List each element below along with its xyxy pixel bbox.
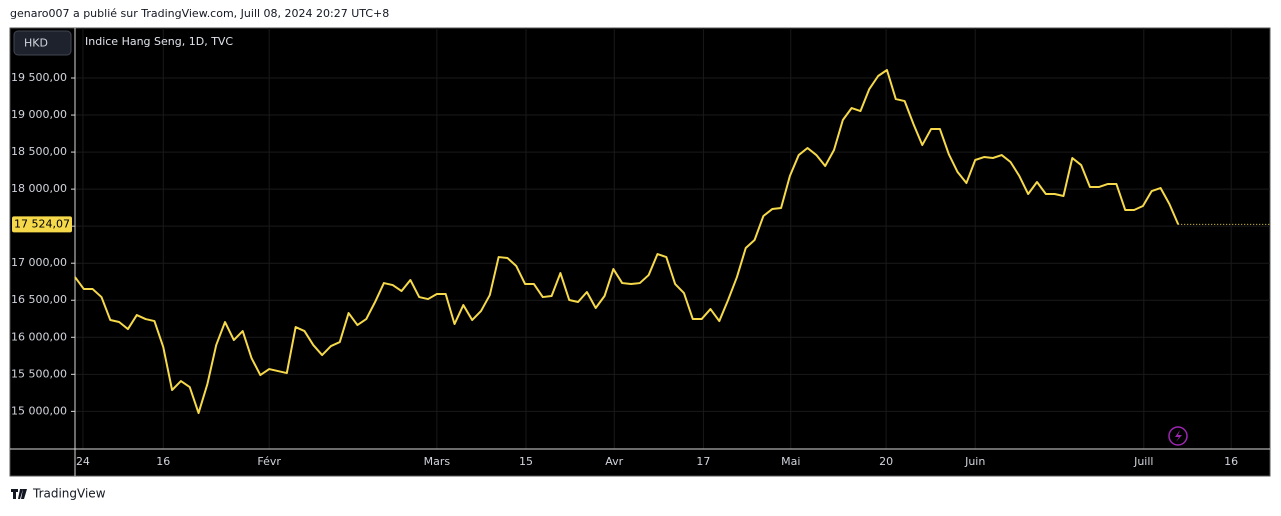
price-tag: 17 524,07 [14,217,70,230]
publish-header: genaro007 a publié sur TradingView.com, … [10,7,389,20]
currency: HKD [24,37,48,50]
x-tick-label: 20 [879,455,893,468]
alert-icon[interactable] [1168,426,1188,446]
y-tick-label: 16 500,00 [11,293,67,306]
price-line [74,69,1180,415]
chart-frame [9,27,1271,477]
y-tick-label: 16 000,00 [11,330,67,343]
x-tick-label: Juill [1133,455,1153,468]
x-tick-label: Juin [964,455,985,468]
chart-title: Indice Hang Seng, 1D, TVC [85,35,233,48]
y-tick-label: 18 000,00 [11,182,67,195]
x-tick-label: 15 [519,455,533,468]
brand: TradingView [32,487,106,501]
y-tick-label: 15 000,00 [11,404,67,417]
currency-button[interactable] [13,30,72,56]
x-tick-label: Avr [605,455,623,468]
x-tick-label: Mai [781,455,800,468]
x-tick-label: Mars [424,455,451,468]
x-tick-label: Févr [257,455,281,468]
y-tick-label: 18 500,00 [11,145,67,158]
x-tick-label: 17 [696,455,710,468]
price-tag-box [12,216,72,233]
y-tick-label: 19 000,00 [11,108,67,121]
brand-logo [11,489,27,499]
y-tick-label: 19 500,00 [11,71,67,84]
x-tick-label: 16 [156,455,170,468]
grid [75,28,1270,449]
y-tick-label: 17 000,00 [11,256,67,269]
y-tick-label: 15 500,00 [11,367,67,380]
x-tick-label: 16 [1224,455,1238,468]
x-tick-label: 24 [76,455,90,468]
